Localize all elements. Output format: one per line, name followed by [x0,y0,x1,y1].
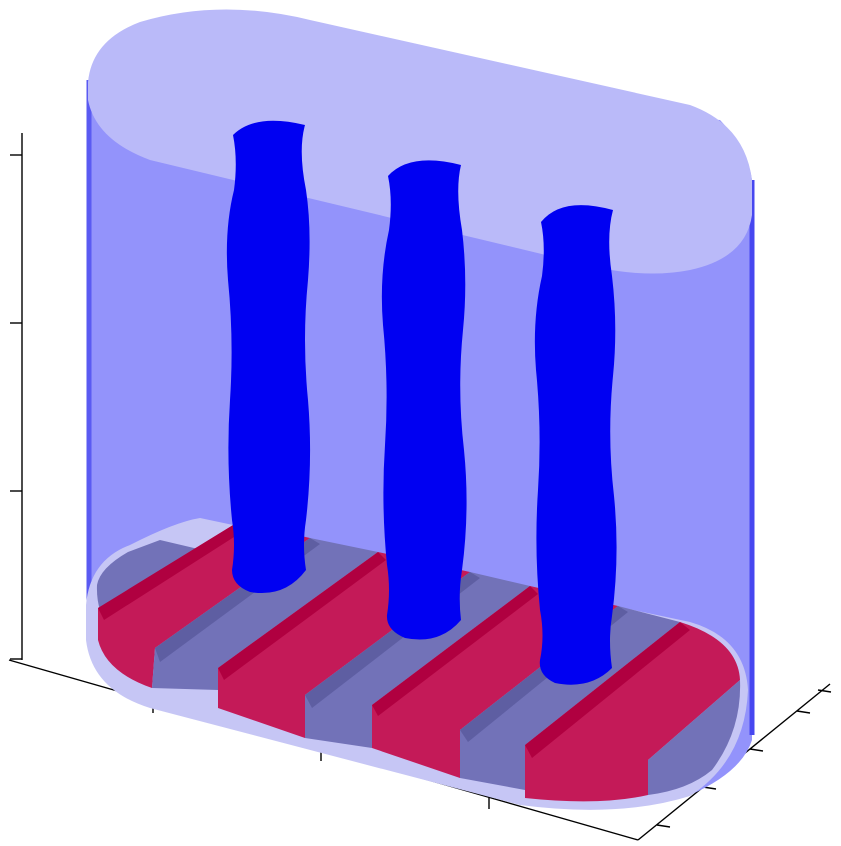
heater-strip-edge [218,552,386,680]
gap-strip [305,572,530,748]
heater-strip [525,622,740,802]
y-tick [817,689,832,693]
y-tick [796,710,811,714]
gap-strip [460,606,680,790]
columns [226,120,617,685]
gap-strip [152,538,378,690]
column-2 [381,160,467,640]
gap-strip [648,680,741,795]
y-tick [656,824,671,828]
heater-strip-edge [98,522,245,620]
y-tick [749,748,764,752]
heater-strip-edge [372,586,538,716]
column-1 [226,120,311,594]
column-3 [534,205,617,685]
heater-strip-edge [525,622,690,758]
